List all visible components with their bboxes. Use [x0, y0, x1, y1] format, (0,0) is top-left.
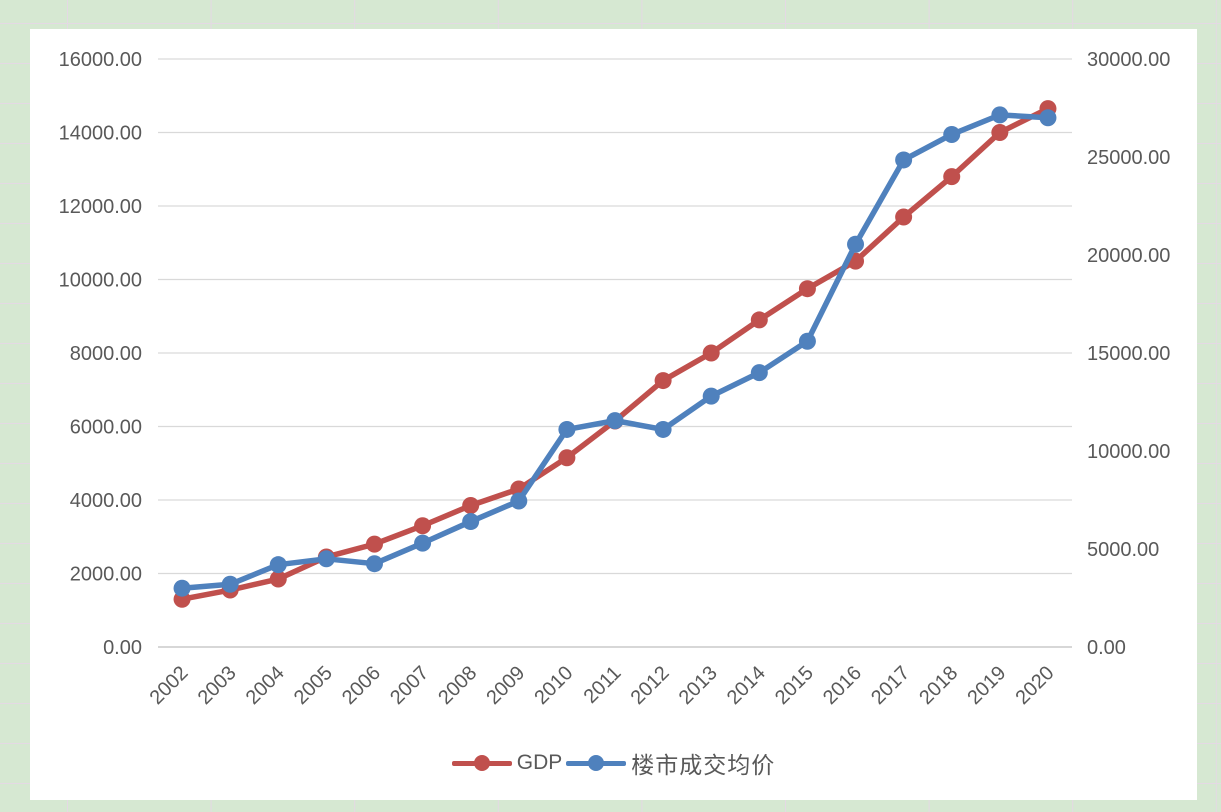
- y-axis-left-tick-label: 12000.00: [59, 196, 142, 218]
- data-point-marker[interactable]: [798, 280, 816, 298]
- data-point-marker[interactable]: [462, 513, 480, 531]
- y-axis-left-tick-label: 16000.00: [59, 49, 142, 71]
- data-point-marker[interactable]: [750, 311, 768, 329]
- y-axis-right-tick-label: 20000.00: [1087, 245, 1170, 267]
- legend-label-gdp: GDP: [516, 751, 563, 774]
- data-point-marker[interactable]: [943, 125, 961, 143]
- data-point-marker[interactable]: [510, 492, 528, 510]
- legend-label-housing-price: 楼市成交均价: [631, 752, 776, 778]
- housing-price-series-legend-marker-icon: [566, 760, 627, 766]
- data-point-marker[interactable]: [895, 208, 913, 226]
- data-point-marker[interactable]: [269, 556, 287, 574]
- data-point-marker[interactable]: [654, 420, 672, 438]
- data-point-marker[interactable]: [1039, 109, 1057, 127]
- data-point-marker[interactable]: [558, 420, 576, 438]
- data-point-marker[interactable]: [558, 449, 576, 467]
- data-point-marker[interactable]: [462, 497, 480, 515]
- data-point-marker[interactable]: [365, 555, 383, 573]
- y-axis-right-tick-label: 0.00: [1087, 637, 1126, 659]
- y-axis-left-tick-label: 10000.00: [59, 270, 142, 292]
- data-point-marker[interactable]: [991, 106, 1009, 124]
- data-point-marker[interactable]: [847, 235, 865, 253]
- data-point-marker[interactable]: [317, 550, 335, 568]
- y-axis-right-tick-label: 10000.00: [1087, 441, 1170, 463]
- y-axis-left-tick-label: 6000.00: [70, 417, 142, 439]
- data-point-marker[interactable]: [221, 575, 239, 593]
- y-axis-left-tick-label: 14000.00: [59, 123, 142, 145]
- y-axis-right-tick-label: 30000.00: [1087, 49, 1170, 71]
- legend-item-gdp[interactable]: GDP: [451, 751, 563, 775]
- data-point-marker[interactable]: [750, 364, 768, 382]
- data-point-marker[interactable]: [654, 372, 672, 390]
- data-point-marker[interactable]: [414, 517, 432, 535]
- data-point-marker[interactable]: [895, 151, 913, 169]
- y-axis-right-tick-label: 25000.00: [1087, 147, 1170, 169]
- data-point-marker[interactable]: [365, 535, 383, 553]
- data-point-marker[interactable]: [606, 412, 624, 430]
- data-point-marker[interactable]: [991, 124, 1009, 141]
- series-housing-price[interactable]: [173, 106, 1057, 597]
- gdp-series-legend-marker-icon: [451, 760, 512, 766]
- data-point-marker[interactable]: [943, 168, 961, 186]
- data-point-marker[interactable]: [702, 344, 720, 362]
- y-axis-right-tick-label: 15000.00: [1087, 343, 1170, 365]
- y-axis-left-tick-label: 0.00: [103, 637, 142, 659]
- y-axis-left-tick-label: 8000.00: [70, 343, 142, 365]
- data-point-marker[interactable]: [269, 570, 287, 588]
- y-axis-right-tick-label: 5000.00: [1087, 539, 1159, 561]
- y-axis-left-labels: 16000.00 14000.00 12000.00 10000.00 8000.00 6…: [59, 49, 142, 659]
- data-point-marker[interactable]: [414, 534, 432, 552]
- y-axis-right-labels: 30000.00 25000.00 20000.00 15000.00 10000.00…: [1087, 49, 1170, 659]
- data-point-marker[interactable]: [798, 332, 816, 350]
- data-point-marker[interactable]: [173, 579, 191, 597]
- data-point-marker[interactable]: [702, 387, 720, 405]
- legend-item-housing-price[interactable]: 楼市成交均价: [566, 746, 775, 780]
- y-axis-left-tick-label: 2000.00: [70, 564, 142, 586]
- chart-legend: GDP 楼市成交均价: [30, 746, 1197, 780]
- y-axis-left-tick-label: 4000.00: [70, 490, 142, 512]
